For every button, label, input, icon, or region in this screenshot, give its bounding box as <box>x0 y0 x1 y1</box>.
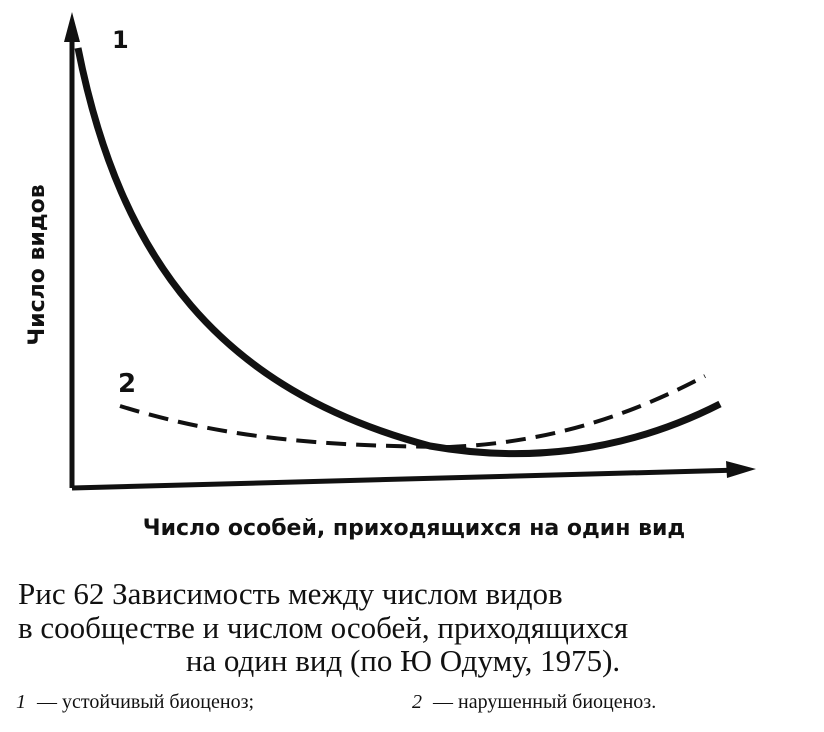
x-axis <box>71 467 741 491</box>
legend-number: 2 <box>412 691 422 713</box>
curve-2 <box>119 374 706 450</box>
caption-line: Рис 62 Зависимость между числом видов <box>18 576 563 611</box>
legend-number: 1 <box>16 691 26 713</box>
x-axis-label: Число особей, приходящихся на один вид <box>143 516 685 541</box>
caption-line: в сообществе и числом особей, приходящих… <box>18 610 628 645</box>
y-axis-arrow <box>64 12 80 42</box>
y-axis-label: Число видов <box>25 184 50 345</box>
curve-label: 1 <box>112 26 129 54</box>
legend: 1 — устойчивый биоценоз; 2 — нарушенный … <box>16 691 656 713</box>
legend-text: — устойчивый биоценоз; <box>36 691 254 713</box>
curve-label: 2 <box>118 369 136 399</box>
axes <box>64 12 756 491</box>
curve-1 <box>74 47 722 458</box>
legend-text: — нарушенный биоценоз. <box>432 691 656 713</box>
caption-line: на один вид (по Ю Одуму, 1975). <box>186 643 620 678</box>
x-axis-arrow <box>726 461 756 478</box>
